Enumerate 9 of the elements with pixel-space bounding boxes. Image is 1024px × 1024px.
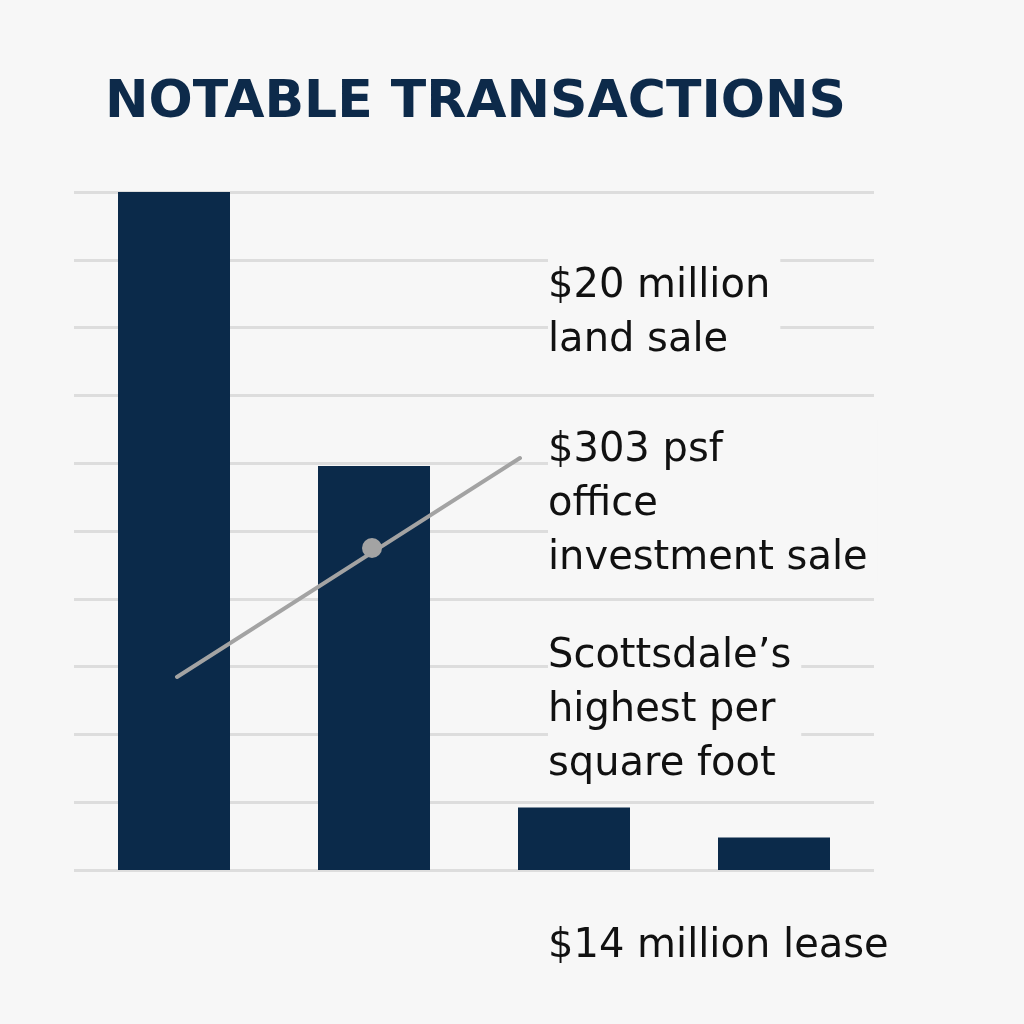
bar [718,837,830,870]
chart-title: NOTABLE TRANSACTIONS [105,69,846,129]
bar [318,465,430,870]
annotation: $303 psf office investment sale [548,424,868,578]
annotation: $20 million land sale [548,260,771,360]
annotation: Scottsdale’s highest per square foot [548,630,792,784]
text: $14 million lease [548,920,889,966]
bar [518,807,630,870]
bar [118,192,230,870]
